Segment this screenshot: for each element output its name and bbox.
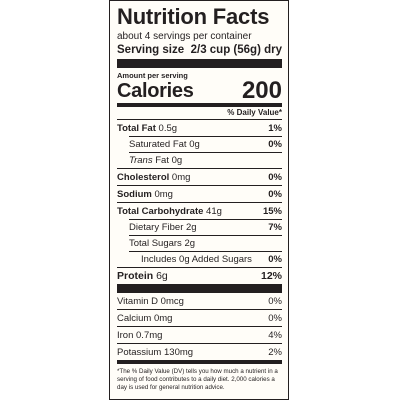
nutrient-amount: 6g xyxy=(156,270,168,282)
nutrient-row-dietary-fiber: Dietary Fiber 2g 7% xyxy=(117,219,282,235)
daily-value-header: % Daily Value* xyxy=(227,108,282,117)
vitamin-amount: 130mg xyxy=(164,346,194,358)
vitamin-name: Calcium xyxy=(117,312,152,324)
nutrient-dv: 15% xyxy=(262,205,282,217)
nutrient-name: Cholesterol xyxy=(117,171,170,183)
vitamin-amount: 0mg xyxy=(153,312,173,324)
nutrient-name: Sodium xyxy=(117,188,152,200)
nutrient-amount: 2g xyxy=(184,237,196,249)
nutrient-row-trans-fat: Trans Fat 0g xyxy=(117,152,282,168)
thick-divider xyxy=(117,59,282,68)
nutrient-dv: 0% xyxy=(268,188,282,200)
nutrient-row-added-sugars: Includes 0g Added Sugars 0% xyxy=(117,251,282,267)
nutrient-row-total-carbohydrate: Total Carbohydrate 41g 15% xyxy=(117,202,282,219)
vitamin-name: Potassium xyxy=(117,346,162,358)
serving-size-value: 2/3 cup (56g) dry xyxy=(190,44,282,56)
label-title: Nutrition Facts xyxy=(117,4,270,29)
nutrient-row-cholesterol: Cholesterol 0mg 0% xyxy=(117,168,282,185)
vitamin-dv: 0% xyxy=(268,295,282,307)
vitamin-row-vitamin-d: Vitamin D 0mcg 0% xyxy=(117,293,282,309)
nutrient-dv: 0% xyxy=(268,253,282,265)
nutrient-row-total-fat: Total Fat 0.5g 1% xyxy=(117,119,282,136)
vitamin-row-iron: Iron 0.7mg 4% xyxy=(117,326,282,343)
nutrient-name: Total Fat xyxy=(117,122,156,134)
nutrient-row-protein: Protein 6g 12% xyxy=(117,268,282,284)
serving-size-row: Serving size 2/3 cup (56g) dry xyxy=(117,43,282,57)
vitamin-amount: 0.7mg xyxy=(136,329,163,341)
nutrient-name: Saturated Fat xyxy=(129,138,187,150)
vitamin-row-calcium: Calcium 0mg 0% xyxy=(117,309,282,326)
calories-value: 200 xyxy=(241,77,282,104)
serving-size-label: Serving size xyxy=(117,44,185,56)
nutrient-row-total-sugars: Total Sugars 2g xyxy=(117,235,282,251)
vitamin-dv: 0% xyxy=(268,312,282,324)
nutrient-amount: Fat 0g xyxy=(155,154,183,166)
nutrient-amount: 2g xyxy=(186,221,197,233)
nutrient-dv: 1% xyxy=(268,122,282,134)
nutrient-name: Total Carbohydrate xyxy=(117,205,204,217)
nutrient-row-sodium: Sodium 0mg 0% xyxy=(117,185,282,202)
nutrient-row-saturated-fat: Saturated Fat 0g 0% xyxy=(117,136,282,152)
vitamin-dv: 4% xyxy=(268,329,282,341)
nutrient-dv: 12% xyxy=(260,270,282,282)
nutrient-amount: 0.5g xyxy=(158,122,178,134)
nutrient-dv: 7% xyxy=(268,221,282,233)
vitamin-name: Vitamin D xyxy=(117,295,159,307)
nutrition-facts-label: Nutrition Facts about 4 servings per con… xyxy=(109,0,289,400)
nutrient-amount: 0g xyxy=(189,138,200,150)
calories-row: Calories 200 xyxy=(117,77,282,104)
vitamin-dv: 2% xyxy=(268,346,282,358)
nutrient-amount: 41g xyxy=(206,205,222,217)
vitamin-row-potassium: Potassium 130mg 2% xyxy=(117,343,282,360)
nutrient-name: Includes xyxy=(141,253,177,265)
nutrient-name: Trans xyxy=(129,154,153,166)
thick-divider-vitamins xyxy=(117,284,282,293)
medium-divider xyxy=(117,103,282,107)
nutrient-dv: 0% xyxy=(268,171,282,183)
vitamin-amount: 0mcg xyxy=(160,295,184,307)
nutrient-amount: 0mg xyxy=(154,188,173,200)
nutrient-name: Total Sugars xyxy=(129,237,182,249)
vitamin-name: Iron xyxy=(117,329,134,341)
thin-divider xyxy=(117,267,282,268)
nutrient-name: Protein xyxy=(117,270,154,282)
nutrient-dv: 0% xyxy=(268,138,282,150)
nutrient-amount: 0mg xyxy=(171,171,191,183)
nutrient-amount: 0g Added Sugars xyxy=(179,253,252,265)
medium-divider-footnote xyxy=(117,360,282,364)
nutrient-name: Dietary Fiber xyxy=(129,221,184,233)
daily-value-footnote: *The % Daily Value (DV) tells you how mu… xyxy=(117,368,278,391)
servings-per-container: about 4 servings per container xyxy=(117,31,252,42)
amount-per-serving: Amount per serving xyxy=(117,71,188,80)
calories-label: Calories xyxy=(117,80,194,102)
